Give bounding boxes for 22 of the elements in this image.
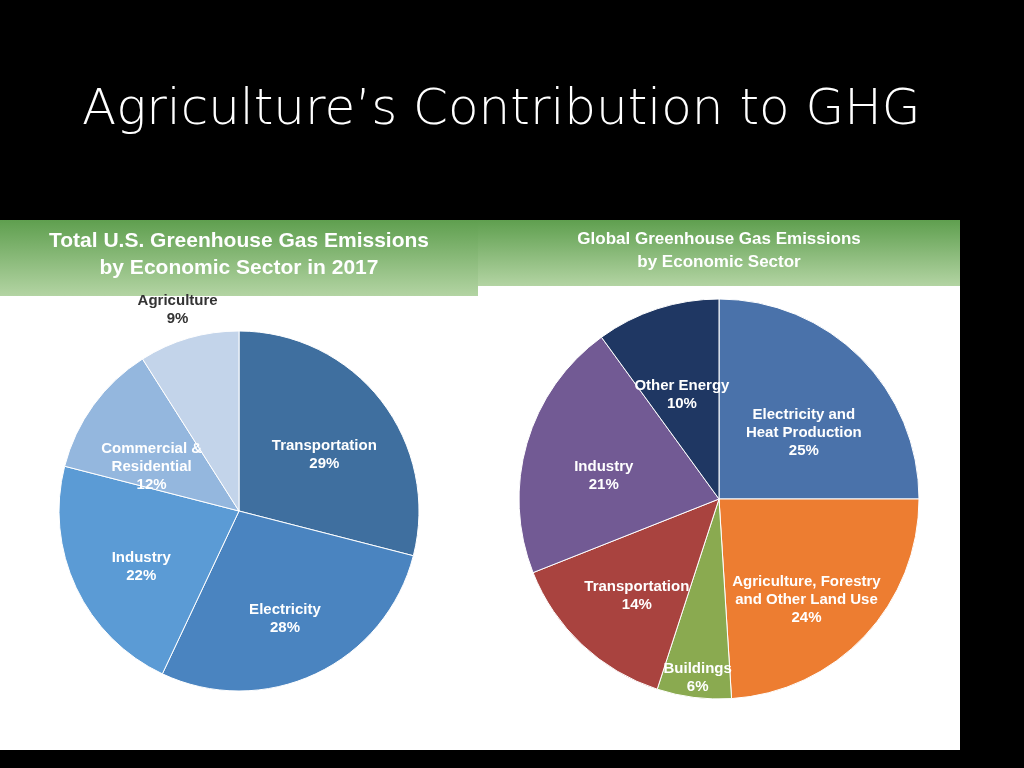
data-label: 29%: [309, 453, 340, 471]
chart-title: Total U.S. Greenhouse Gas Emissions by Economic Sector in 2017: [48, 228, 430, 278]
data-label: 28%: [269, 617, 300, 635]
data-label: 9%: [166, 308, 189, 326]
slice-label: Electricity: [249, 599, 322, 617]
data-label: 21%: [588, 474, 619, 492]
data-label: 6%: [686, 676, 709, 694]
slice-label: Transportation: [584, 577, 690, 595]
data-label: 10%: [666, 393, 697, 411]
slice-label: Industry: [111, 547, 172, 565]
slice-label: Agriculture: [137, 290, 218, 308]
slice-label: Electricity and Heat Production: [745, 405, 862, 441]
text: Agriculture’s Contribution to GHG: [82, 78, 921, 136]
slice-label: Industry: [574, 456, 634, 474]
slice-label: Agriculture, Forestry and Other Land Use: [732, 572, 882, 608]
slice-label: Transportation: [271, 435, 377, 453]
data-label: 22%: [126, 565, 157, 583]
data-label: 25%: [788, 441, 819, 459]
data-label: 14%: [621, 595, 652, 613]
data-label: 12%: [136, 474, 167, 492]
data-label: 24%: [791, 608, 822, 626]
chart-title: Global Greenhouse Gas Emissions by Economic Sector: [577, 229, 861, 271]
